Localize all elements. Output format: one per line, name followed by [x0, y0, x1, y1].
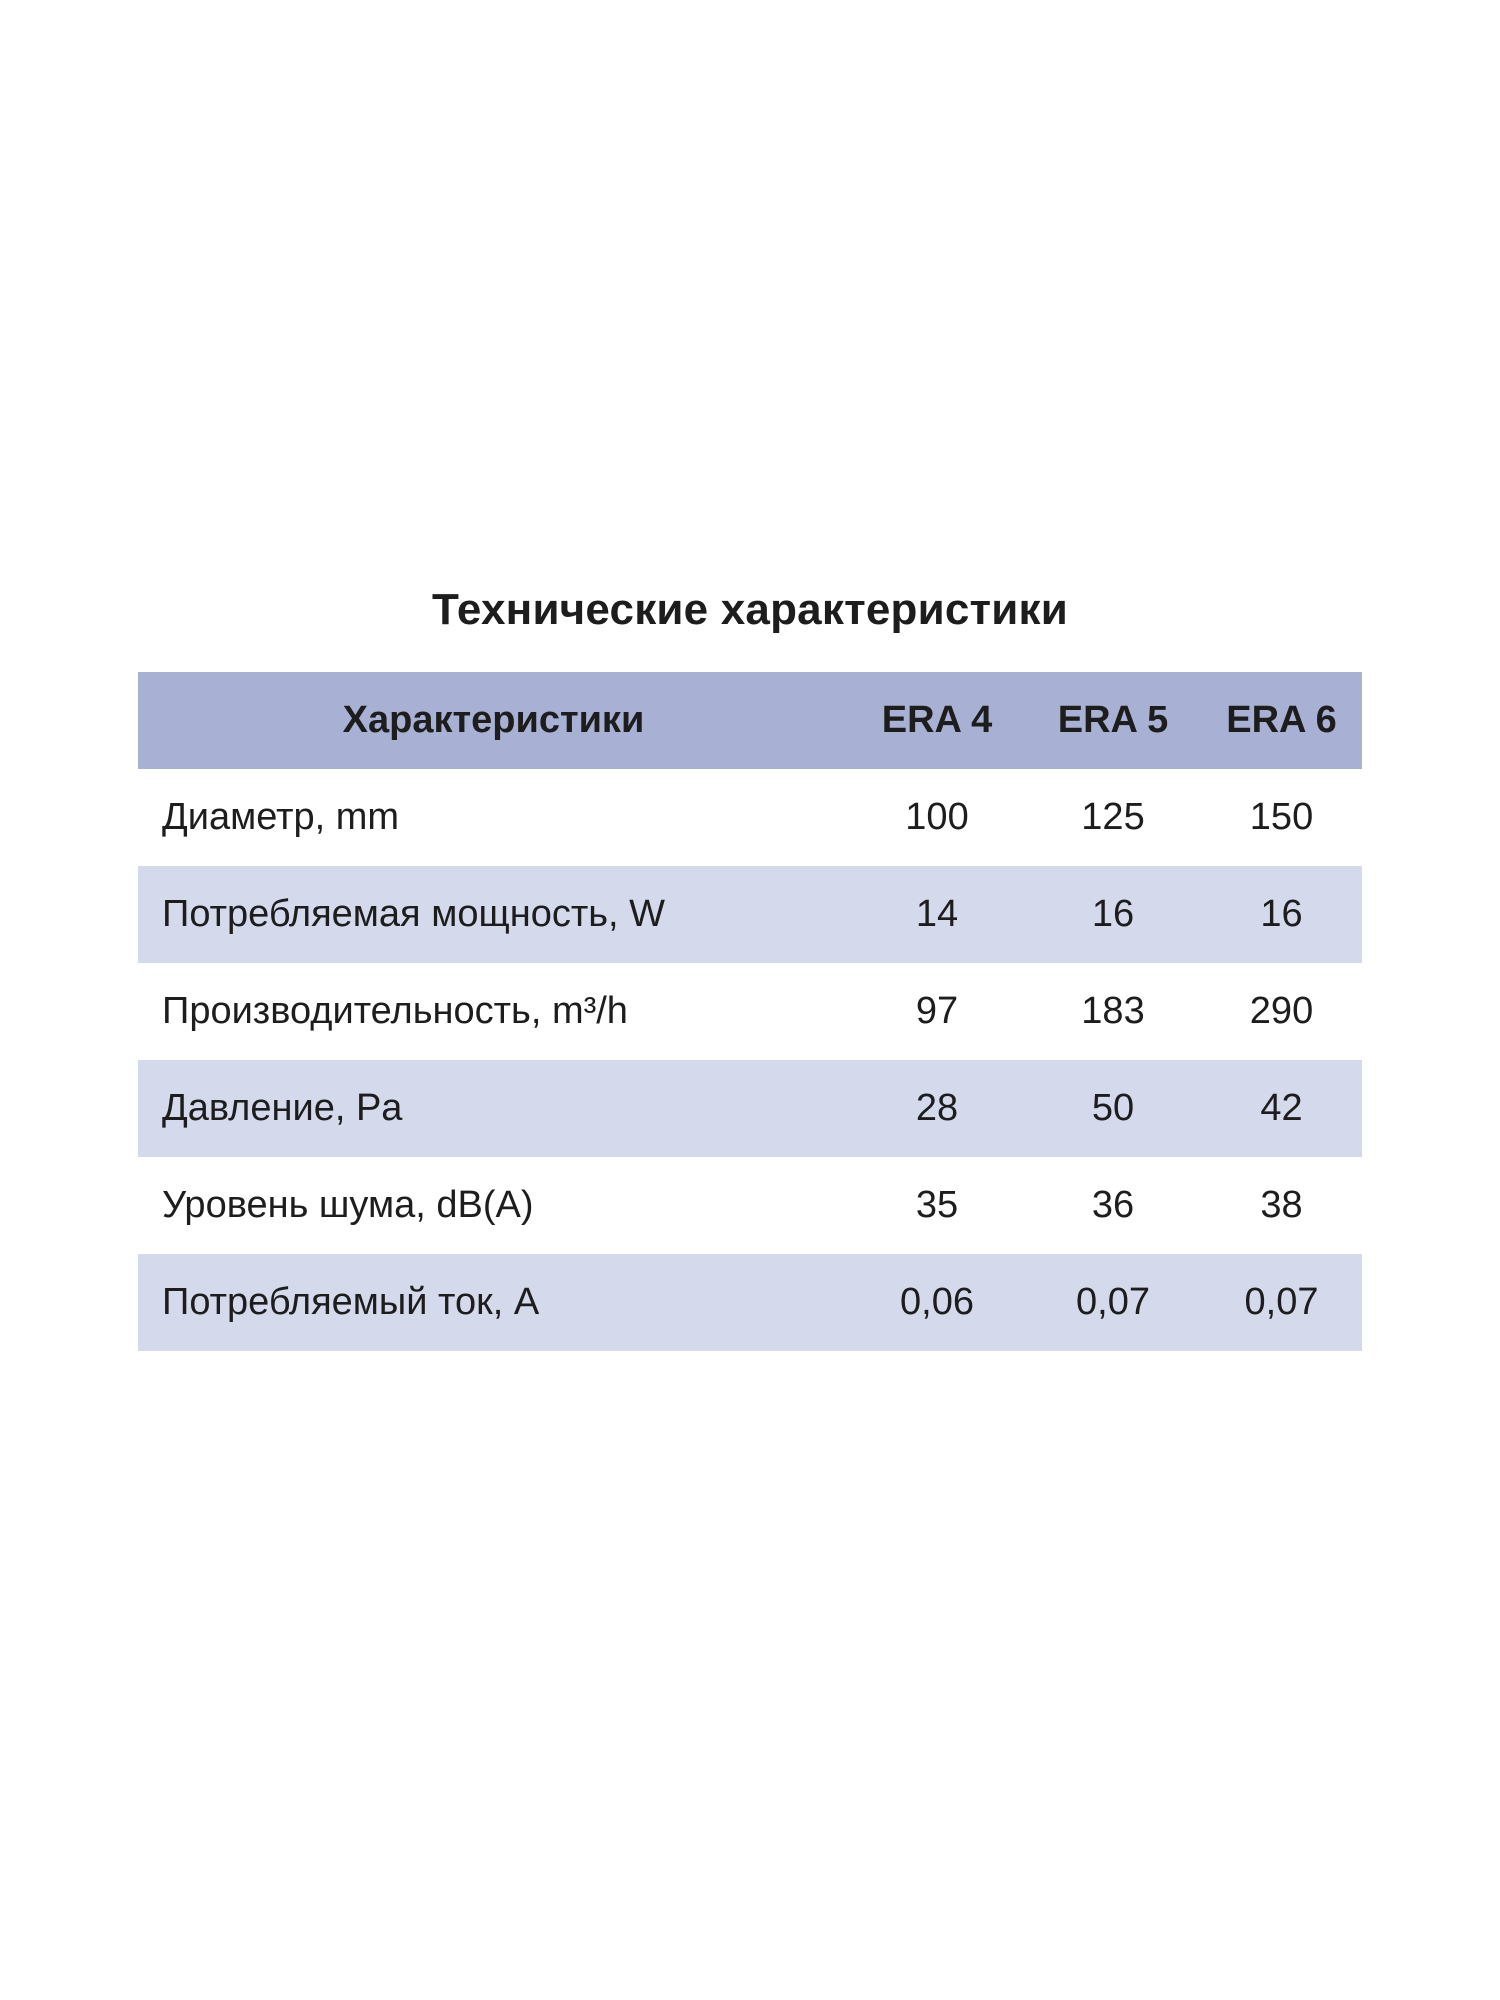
row-value: 50	[1091, 1086, 1135, 1129]
row-label: Давление, Pa	[162, 1086, 403, 1129]
row-value: 183	[1081, 989, 1145, 1032]
row-label: Диаметр, mm	[162, 795, 400, 838]
table-row-noise: Уровень шума, dB(A) 35 36 38	[138, 1157, 1362, 1254]
table-header-row: Характеристики ERA 4 ERA 5 ERA 6	[138, 672, 1362, 769]
row-value: 14	[915, 892, 959, 935]
row-value: 42	[1260, 1086, 1303, 1129]
row-label: Потребляемый ток, A	[162, 1280, 540, 1323]
column-header-era-6: ERA 6	[1226, 698, 1337, 741]
row-value: 125	[1081, 795, 1145, 838]
row-value: 0,06	[900, 1280, 974, 1323]
column-header-characteristics: Характеристики	[342, 698, 645, 741]
table-row-power: Потребляемая мощность, W 14 16 16	[138, 866, 1362, 963]
spec-table: Характеристики ERA 4 ERA 5 ERA 6 Диаметр…	[138, 672, 1362, 1351]
row-value: 36	[1091, 1183, 1135, 1226]
row-value: 97	[915, 989, 959, 1032]
table-row-current: Потребляемый ток, A 0,06 0,07 0,07	[138, 1254, 1362, 1351]
row-label: Производительность, m³/h	[162, 989, 628, 1032]
column-header-era-5: ERA 5	[1057, 698, 1169, 741]
page-title: Технические характеристики	[432, 585, 1068, 634]
row-value: 16	[1091, 892, 1135, 935]
row-label: Потребляемая мощность, W	[162, 892, 666, 935]
row-value: 38	[1260, 1183, 1303, 1226]
row-value: 290	[1249, 989, 1314, 1032]
row-value: 150	[1249, 795, 1314, 838]
row-value: 28	[915, 1086, 959, 1129]
row-value: 0,07	[1076, 1280, 1150, 1323]
column-header-era-4: ERA 4	[881, 698, 993, 741]
table-row-pressure: Давление, Pa 28 50 42	[138, 1060, 1362, 1157]
row-value: 16	[1260, 892, 1303, 935]
table-row-diameter: Диаметр, mm 100 125 150	[138, 769, 1362, 866]
row-value: 0,07	[1244, 1280, 1319, 1323]
row-value: 35	[915, 1183, 959, 1226]
table-row-airflow: Производительность, m³/h 97 183 290	[138, 963, 1362, 1060]
row-value: 100	[905, 795, 969, 838]
row-label: Уровень шума, dB(A)	[162, 1183, 534, 1226]
